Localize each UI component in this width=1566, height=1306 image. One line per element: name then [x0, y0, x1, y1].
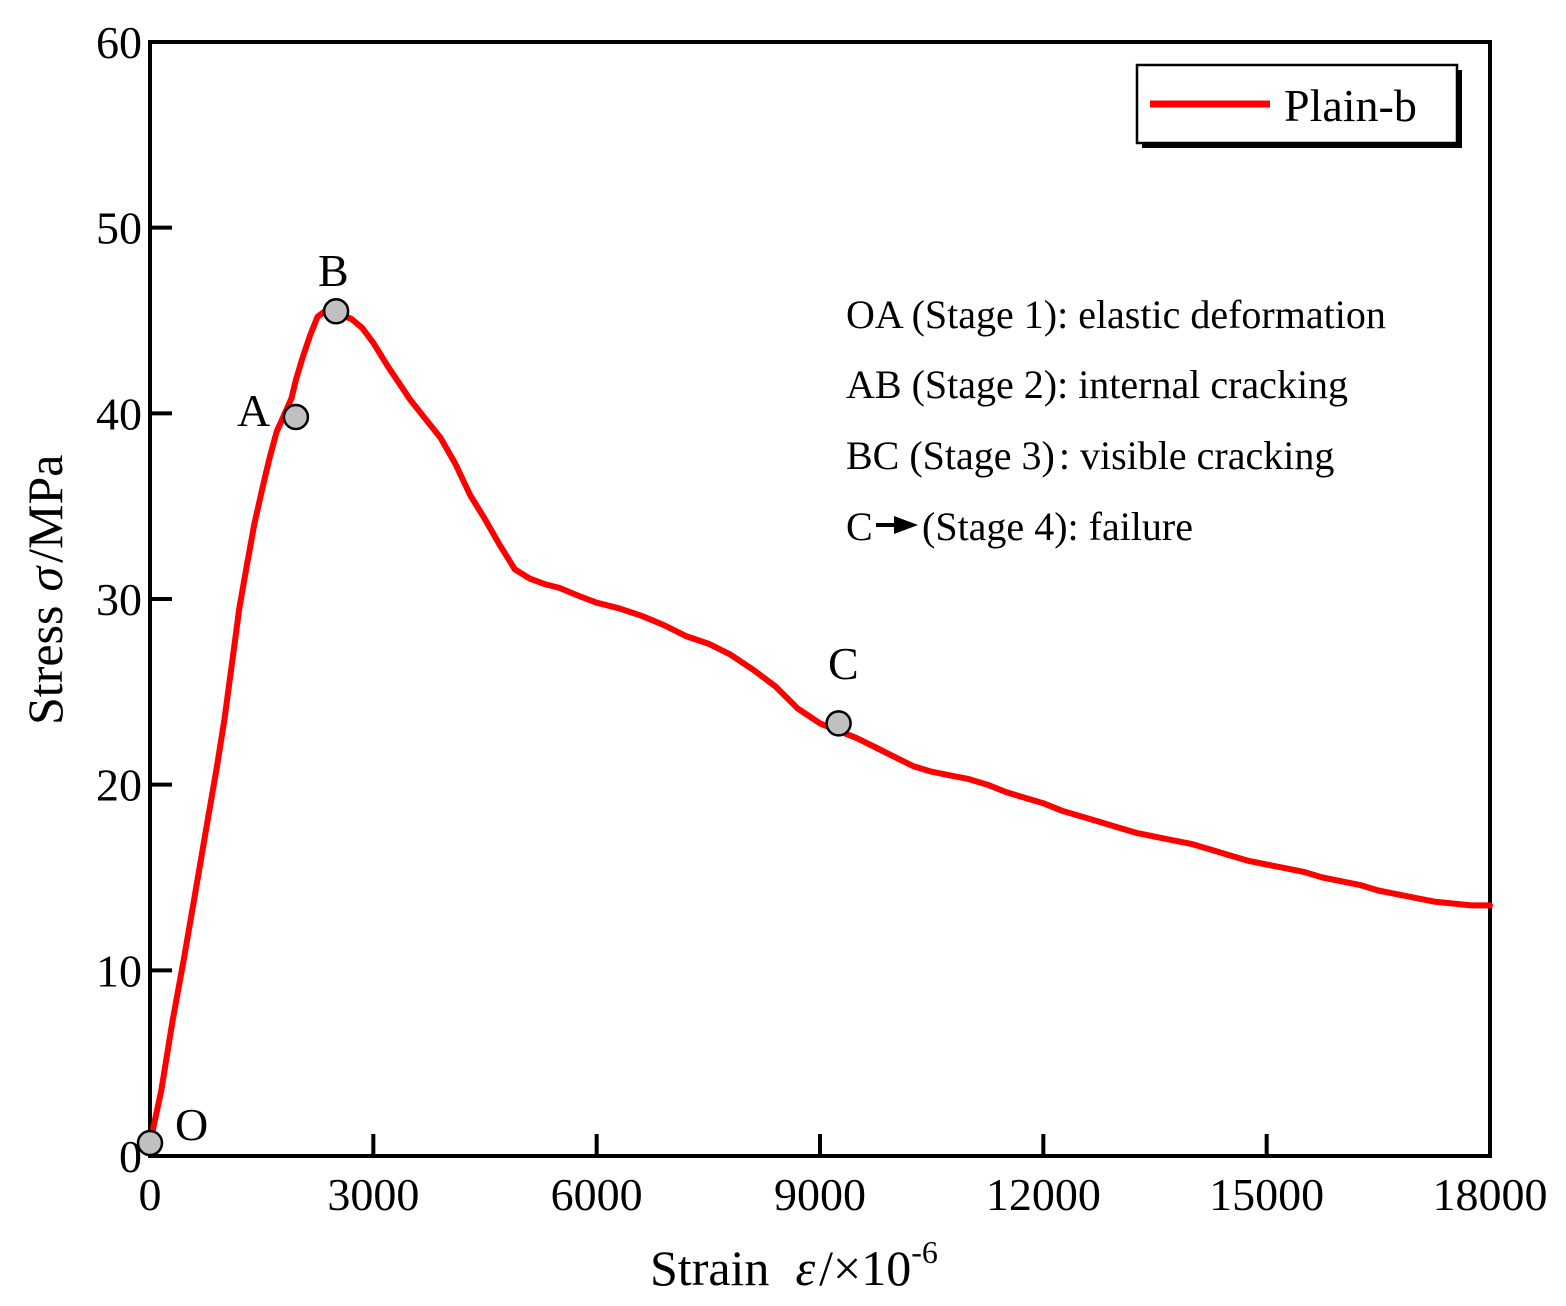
- point-marker-c: [825, 710, 852, 737]
- y-axis-title-symbol: σ: [17, 565, 73, 592]
- y-tick-label: 20: [96, 760, 142, 811]
- x-tick-label: 0: [139, 1169, 162, 1220]
- point-label-b: B: [318, 245, 349, 296]
- annotation-stage-3-desc: : visible cracking: [1059, 433, 1334, 478]
- legend: Plain-b: [1135, 63, 1462, 148]
- x-tick-label: 9000: [774, 1169, 866, 1220]
- y-tick-label: 30: [96, 574, 142, 625]
- x-axis-title-symbol: ε: [795, 1240, 815, 1296]
- x-axis-title-unit: /×10: [819, 1240, 911, 1296]
- x-axis-title-text: Strain: [650, 1240, 769, 1296]
- y-tick-label: 60: [96, 17, 142, 68]
- x-axis-ticks: 0 3000 6000 9000 12000 15000 18000: [139, 1134, 1548, 1220]
- x-tick-label: 12000: [986, 1169, 1101, 1220]
- y-axis-title: Stress σ/MPa: [17, 455, 73, 726]
- annotation-stage-2: AB (Stage 2): internal cracking: [846, 362, 1348, 407]
- point-marker-o: [136, 1129, 164, 1157]
- x-axis-title-exponent: -6: [911, 1234, 938, 1270]
- legend-label-plain-b: Plain-b: [1284, 80, 1417, 131]
- y-axis-ticks: 0 10 20 30 40 50 60: [96, 17, 172, 1182]
- point-marker-a: [282, 403, 310, 431]
- y-tick-label: 0: [119, 1131, 142, 1182]
- y-axis-title-text: Stress: [17, 606, 73, 725]
- annotation-stage-4-letter: C: [846, 504, 873, 549]
- key-point-markers: [136, 297, 852, 1157]
- annotation-stage-3: BC (Stage 3): visible cracking: [846, 433, 1334, 478]
- y-tick-label: 40: [96, 388, 142, 439]
- arrow-icon: [876, 516, 918, 534]
- x-tick-label: 18000: [1433, 1169, 1548, 1220]
- point-label-o: O: [175, 1099, 208, 1150]
- x-tick-label: 3000: [327, 1169, 419, 1220]
- series-line-plain-b: [147, 308, 1493, 1146]
- annotation-stage-3-name: BC (Stage 3): [846, 433, 1055, 478]
- y-tick-label: 10: [96, 945, 142, 996]
- x-tick-label: 15000: [1209, 1169, 1324, 1220]
- point-label-c: C: [828, 638, 859, 689]
- annotation-stage-4: (Stage 4): failure: [922, 504, 1193, 549]
- y-axis-title-unit: /MPa: [17, 455, 73, 563]
- x-tick-label: 6000: [551, 1169, 643, 1220]
- point-marker-b: [322, 297, 350, 325]
- point-label-a: A: [237, 385, 270, 436]
- annotation-stage-1: OA (Stage 1): elastic deformation: [846, 292, 1386, 337]
- y-tick-label: 50: [96, 203, 142, 254]
- plot-frame: [148, 40, 1492, 1158]
- x-axis-title: Strain ε/×10-6: [650, 1234, 938, 1296]
